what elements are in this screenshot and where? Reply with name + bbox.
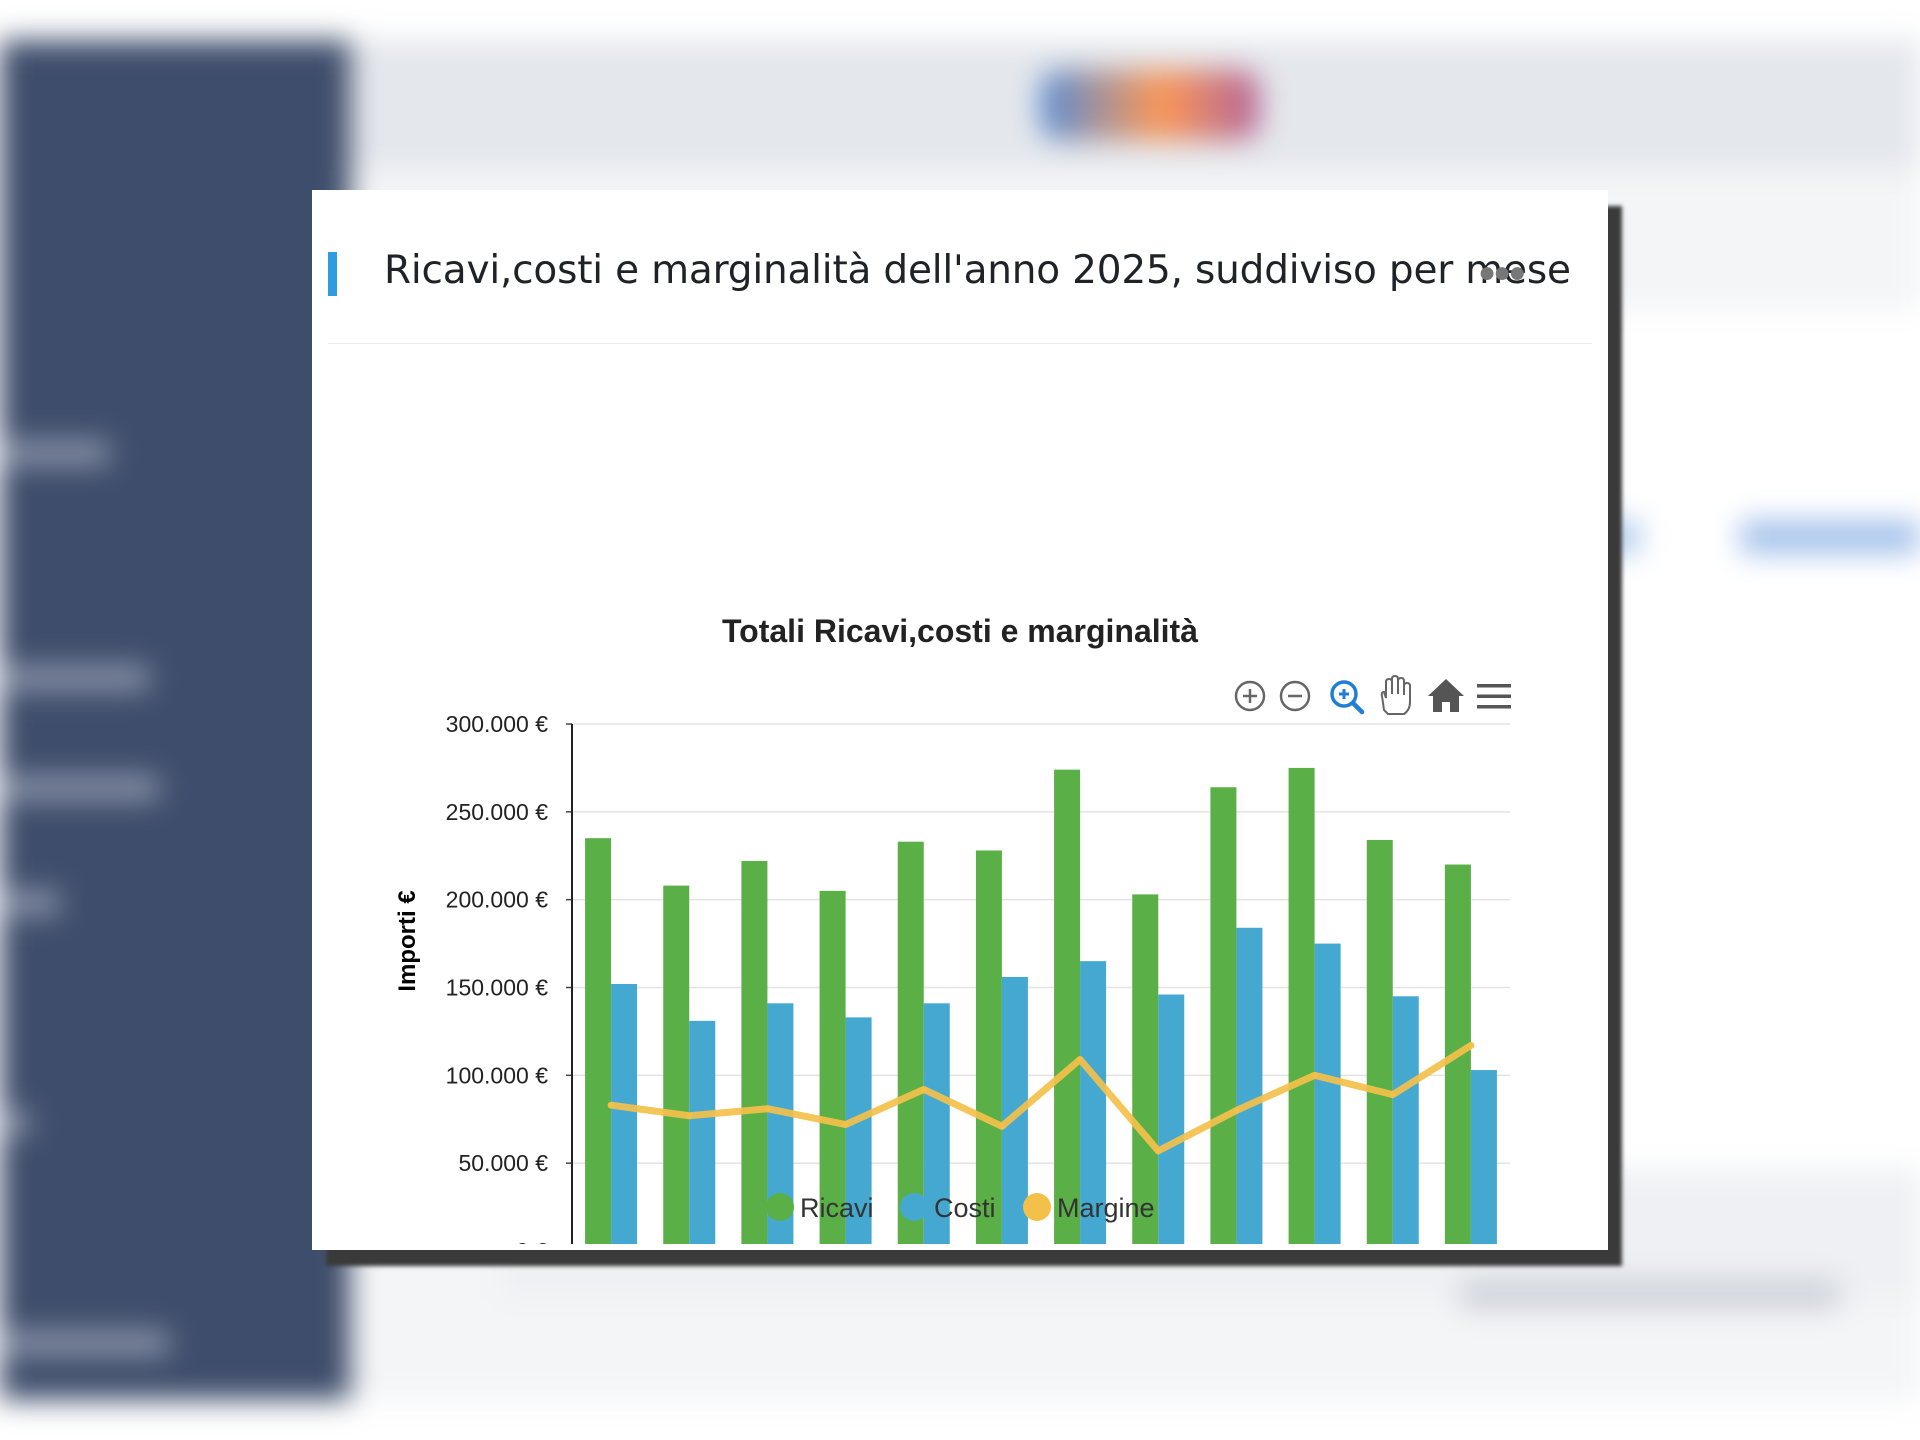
chart-card: Ricavi,costi e marginalità dell'anno 202…: [312, 190, 1608, 1250]
background-card: [1600, 310, 1920, 1260]
bar-costi-ott[interactable]: [1314, 943, 1341, 1244]
point-margine-mag[interactable]: [920, 1086, 927, 1093]
point-margine-lug[interactable]: [1077, 1056, 1084, 1063]
card-header: Ricavi,costi e marginalità dell'anno 202…: [312, 190, 1608, 344]
legend-marker: [1023, 1193, 1051, 1221]
point-margine-apr[interactable]: [842, 1121, 849, 1128]
bar-ricavi-ago[interactable]: [1132, 894, 1159, 1244]
y-tick-label: 200.000 €: [446, 887, 549, 913]
background-logo: [1040, 70, 1260, 140]
bar-costi-sett[interactable]: [1236, 927, 1263, 1244]
bar-ricavi-nov[interactable]: [1366, 839, 1393, 1244]
point-margine-ago[interactable]: [1155, 1147, 1162, 1154]
background-sidebar: [0, 40, 350, 1400]
chart: Totali Ricavi,costi e marginalità: [394, 613, 1511, 1244]
legend-label: Costi: [934, 1193, 996, 1223]
legend-item-costi[interactable]: Costi: [900, 1193, 996, 1223]
y-tick-label: 0 €: [516, 1238, 548, 1244]
zoom-out-icon[interactable]: [1279, 680, 1311, 712]
bar-costi-ago[interactable]: [1158, 994, 1185, 1244]
y-axis-label: Importi €: [394, 890, 421, 991]
zoom-in-icon[interactable]: [1234, 680, 1266, 712]
chart-axes: 0 € 50.000 € 100.000 € 150.000 € 200.000 € 25…: [446, 711, 573, 1244]
home-reset-icon[interactable]: [1428, 679, 1464, 712]
y-tick-label: 250.000 €: [446, 799, 549, 825]
y-tick-label: 50.000 €: [458, 1150, 548, 1176]
pan-hand-icon[interactable]: [1380, 674, 1411, 715]
header-divider: [328, 343, 1592, 344]
point-margine-ott[interactable]: [1311, 1072, 1318, 1079]
bar-costi-nov[interactable]: [1392, 996, 1419, 1244]
card-title: Ricavi,costi e marginalità dell'anno 202…: [384, 248, 1571, 293]
bar-costi-gen[interactable]: [611, 983, 638, 1244]
bar-costi-apr[interactable]: [845, 1017, 872, 1244]
bar-ricavi-mag[interactable]: [897, 841, 924, 1244]
more-horizontal-icon[interactable]: ●●●: [1478, 256, 1526, 289]
bar-ricavi-lug[interactable]: [1054, 769, 1081, 1244]
title-accent-bar: [328, 252, 337, 296]
chart-grid: [572, 723, 1510, 1164]
point-margine-giu[interactable]: [998, 1123, 1005, 1130]
legend-marker: [766, 1193, 794, 1221]
point-margine-gen[interactable]: [608, 1102, 615, 1109]
bar-ricavi-mar[interactable]: [741, 861, 768, 1244]
point-margine-nov[interactable]: [1389, 1091, 1396, 1098]
chart-line: [607, 1041, 1475, 1155]
y-tick-label: 150.000 €: [446, 975, 549, 1001]
legend-label: Ricavi: [800, 1193, 874, 1223]
background-footer-text: [1460, 1280, 1840, 1310]
legend-item-margine[interactable]: Margine: [1023, 1193, 1155, 1223]
point-margine-feb[interactable]: [686, 1112, 693, 1119]
y-tick-label: 300.000 €: [446, 711, 549, 737]
chart-title: Totali Ricavi,costi e marginalità: [722, 613, 1198, 649]
point-margine-dic[interactable]: [1467, 1042, 1474, 1049]
bar-ricavi-feb[interactable]: [663, 885, 690, 1244]
series-line-margine[interactable]: [607, 1041, 1475, 1155]
point-margine-mar[interactable]: [764, 1105, 771, 1112]
point-margine-sett[interactable]: [1233, 1107, 1240, 1114]
y-tick-label: 100.000 €: [446, 1062, 549, 1088]
menu-icon[interactable]: [1477, 684, 1511, 709]
background-link: [1740, 520, 1920, 554]
chart-legend: Ricavi Costi Margine: [766, 1193, 1155, 1223]
bar-ricavi-ott[interactable]: [1288, 767, 1315, 1244]
legend-label: Margine: [1057, 1193, 1155, 1223]
bar-ricavi-sett[interactable]: [1210, 787, 1237, 1244]
bar-costi-feb[interactable]: [689, 1020, 716, 1244]
bar-costi-lug[interactable]: [1080, 961, 1107, 1244]
bar-ricavi-apr[interactable]: [819, 890, 846, 1244]
bar-ricavi-gen[interactable]: [585, 838, 612, 1244]
bar-costi-dic[interactable]: [1470, 1070, 1497, 1244]
bar-costi-mag[interactable]: [923, 1003, 950, 1244]
chart-bars: [585, 767, 1497, 1244]
chart-toolbar: [1234, 674, 1511, 715]
legend-marker: [900, 1193, 928, 1221]
bar-ricavi-giu[interactable]: [975, 850, 1002, 1244]
zoom-select-icon[interactable]: [1330, 680, 1365, 715]
legend-item-ricavi[interactable]: Ricavi: [766, 1193, 874, 1223]
